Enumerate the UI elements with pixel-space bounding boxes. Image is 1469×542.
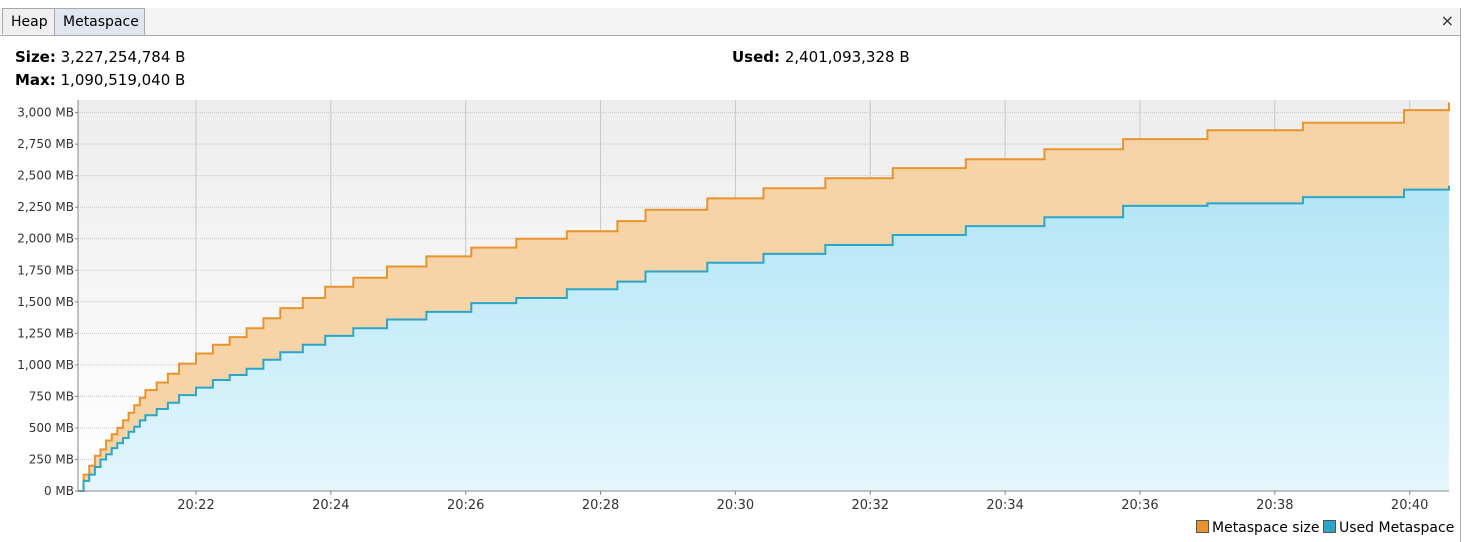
max-info: Max: 1,090,519,040 B xyxy=(15,71,185,89)
x-tick-label: 20:40 xyxy=(1391,498,1428,513)
y-tick-label: 3,000 MB xyxy=(17,106,74,120)
y-tick-label: 2,250 MB xyxy=(17,200,74,214)
y-tick-label: 750 MB xyxy=(29,389,74,403)
x-tick-label: 20:26 xyxy=(447,498,484,513)
tab-metaspace[interactable]: Metaspace xyxy=(54,8,145,35)
y-tick-label: 1,250 MB xyxy=(17,326,74,340)
used-metaspace-swatch xyxy=(1323,520,1336,533)
y-tick-label: 2,000 MB xyxy=(17,232,74,246)
used-info: Used: 2,401,093,328 B xyxy=(732,48,910,66)
size-label: Size: xyxy=(15,48,56,66)
used-value: 2,401,093,328 B xyxy=(784,48,910,66)
x-tick-label: 20:30 xyxy=(717,498,754,513)
x-tick-label: 20:28 xyxy=(582,498,619,513)
y-tick-label: 250 MB xyxy=(29,452,74,466)
x-tick-label: 20:36 xyxy=(1121,498,1158,513)
close-icon[interactable]: × xyxy=(1440,11,1454,30)
y-tick-label: 2,750 MB xyxy=(17,137,74,151)
y-tick-label: 1,750 MB xyxy=(17,263,74,277)
used-metaspace-area xyxy=(78,185,1449,492)
tab-heap[interactable]: Heap xyxy=(2,8,55,34)
series-areas xyxy=(78,102,1450,492)
axes: 0 MB 250 MB 500 MB 750 MB 1,000 MB 1,250 MB 1,… xyxy=(17,100,1449,513)
y-tick-label: 1,000 MB xyxy=(17,358,74,372)
legend-used-metaspace: Used Metaspace xyxy=(1323,519,1454,537)
metaspace-size-swatch xyxy=(1196,520,1209,533)
used-metaspace-line xyxy=(78,185,1450,492)
legend-label: Used Metaspace xyxy=(1339,520,1455,536)
legend-metaspace-size: Metaspace size xyxy=(1196,519,1319,537)
y-tick-label: 2,500 MB xyxy=(17,169,74,183)
size-info: Size: 3,227,254,784 B xyxy=(15,48,185,66)
max-label: Max: xyxy=(15,71,56,89)
x-tick-label: 20:34 xyxy=(986,498,1023,513)
x-tick-label: 20:22 xyxy=(177,498,214,513)
y-tick-label: 1,500 MB xyxy=(17,295,74,309)
y-tick-label: 0 MB xyxy=(44,484,74,498)
metaspace-size-line xyxy=(78,102,1450,492)
x-tick-label: 20:38 xyxy=(1256,498,1293,513)
legend-label: Metaspace size xyxy=(1212,520,1320,536)
max-value: 1,090,519,040 B xyxy=(60,71,186,89)
x-tick-label: 20:32 xyxy=(852,498,889,513)
used-label: Used: xyxy=(732,48,781,66)
size-value: 3,227,254,784 B xyxy=(60,48,186,66)
y-tick-label: 500 MB xyxy=(29,421,74,435)
x-tick-label: 20:24 xyxy=(312,498,349,513)
tab-bar: Heap Metaspace × xyxy=(0,8,1460,36)
panel-border xyxy=(1460,8,1461,542)
